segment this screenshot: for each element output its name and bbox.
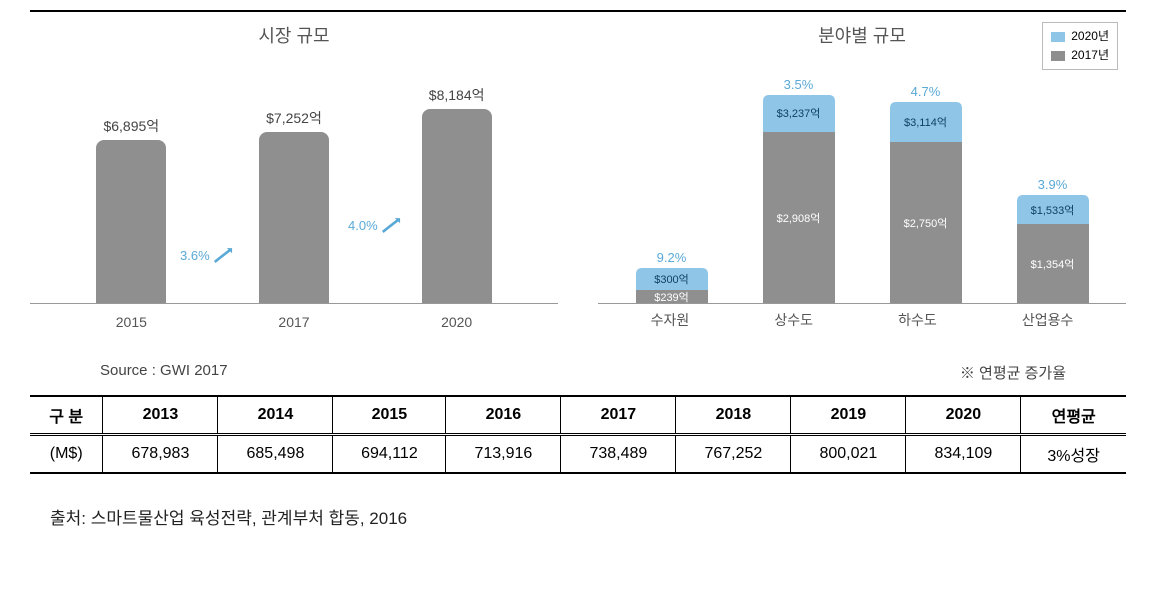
table-cell: 800,021 [791, 435, 906, 474]
bar-segment-2020: $300억 [636, 268, 708, 290]
growth-pct-1: 3.6% [180, 248, 210, 263]
table-cell: 738,489 [561, 435, 676, 474]
stacked-bar-column: 3.5% $3,237억$2,908억 [749, 77, 849, 304]
table-header-cell: 2014 [218, 396, 333, 435]
table-header-cell: 2017 [561, 396, 676, 435]
x-labels-right: 수자원 상수도 하수도 산업용수 [608, 310, 1116, 330]
bar-segment-2020: $3,237억 [763, 95, 835, 132]
table-row: (M$)678,983685,498694,112713,916738,4897… [30, 435, 1126, 474]
bar-rect [259, 132, 329, 304]
x-tick-label: 산업용수 [1022, 310, 1074, 330]
bar-column: $6,895억 [76, 116, 186, 304]
table-header-cell: 2018 [676, 396, 791, 435]
table-cell: 678,983 [103, 435, 218, 474]
table-cell: 685,498 [218, 435, 333, 474]
arrow-up-icon [381, 214, 407, 236]
bar-value-label: $7,252억 [266, 108, 322, 128]
bar-value-label: $6,895억 [103, 116, 159, 136]
sector-size-chart: 분야별 규모 2020년 2017년 9.2%$300억$239억3.5%$3,… [598, 16, 1126, 356]
x-labels-left: 2015 2017 2020 [50, 314, 538, 330]
x-axis-left [30, 303, 558, 304]
chart-title-left: 시장 규모 [30, 22, 558, 48]
growth-arrow-2: 4.0% [348, 214, 407, 236]
table-cell: 713,916 [446, 435, 561, 474]
table-cell: 767,252 [676, 435, 791, 474]
table-header-cell: 연평균 [1021, 396, 1126, 435]
table-header-cell: 2019 [791, 396, 906, 435]
bar-segment-2017: $1,354억 [1017, 224, 1089, 304]
stacked-bar-rect: $3,114억$2,750억 [890, 102, 962, 304]
stacked-bar-rect: $300억$239억 [636, 268, 708, 304]
source-right: ※ 연평균 증가율 [960, 362, 1066, 383]
table-header-cell: 2013 [103, 396, 218, 435]
table-cell: (M$) [30, 435, 103, 474]
top-rule [30, 10, 1126, 12]
source-row: Source : GWI 2017 ※ 연평균 증가율 [30, 356, 1126, 389]
stacked-bar-column: 4.7% $3,114억$2,750억 [876, 84, 976, 304]
x-axis-right [598, 303, 1126, 304]
table-cell: 694,112 [333, 435, 446, 474]
bar-value-label: $8,184억 [429, 85, 485, 105]
legend-label-2020: 2020년 [1071, 27, 1109, 46]
table-cell: 3%성장 [1021, 435, 1126, 474]
right-chart-body: 9.2% $300억$239억 3.5% $3,237억$2,908억 4.7% $3,1… [598, 56, 1126, 336]
x-tick-label: 하수도 [898, 310, 937, 330]
market-size-chart: 시장 규모 $6,895억 $7,252억 $8,184억 3.6% 4.0% 20… [30, 16, 558, 356]
x-tick-label: 2015 [116, 314, 147, 330]
growth-pct-label: 4.7% [911, 84, 941, 99]
bar-column: $8,184억 [402, 85, 512, 304]
table-cell: 834,109 [906, 435, 1021, 474]
stacked-bar-column: 9.2% $300억$239억 [622, 250, 722, 304]
bar-segment-2017: $239억 [636, 290, 708, 304]
citation: 출처: 스마트물산업 육성전략, 관계부처 합동, 2016 [30, 504, 1126, 529]
table-header-cell: 2016 [446, 396, 561, 435]
arrow-up-icon [213, 244, 239, 266]
source-left: Source : GWI 2017 [100, 362, 228, 383]
table-header-row: 구 분20132014201520162017201820192020연평균 [30, 396, 1126, 435]
table-header-cell: 2020 [906, 396, 1021, 435]
growth-pct-label: 9.2% [657, 250, 687, 265]
stacked-bar-rect: $1,533억$1,354억 [1017, 195, 1089, 304]
bar-segment-2020: $1,533억 [1017, 195, 1089, 224]
data-table: 구 분20132014201520162017201820192020연평균 (… [30, 395, 1126, 474]
table-header-cell: 구 분 [30, 396, 103, 435]
bar-rect [422, 109, 492, 304]
bar-rect [96, 140, 166, 304]
stacked-bar-column: 3.9% $1,533억$1,354억 [1003, 177, 1103, 304]
table-header-cell: 2015 [333, 396, 446, 435]
x-tick-label: 2020 [441, 314, 472, 330]
growth-pct-label: 3.5% [784, 77, 814, 92]
growth-arrow-1: 3.6% [180, 244, 239, 266]
left-chart-body: $6,895억 $7,252억 $8,184억 3.6% 4.0% 2015 2017… [30, 56, 558, 336]
growth-pct-label: 3.9% [1038, 177, 1068, 192]
bar-segment-2017: $2,908억 [763, 132, 835, 304]
bar-segment-2020: $3,114억 [890, 102, 962, 142]
charts-row: 시장 규모 $6,895억 $7,252억 $8,184억 3.6% 4.0% 20… [30, 16, 1126, 356]
growth-pct-2: 4.0% [348, 218, 378, 233]
x-tick-label: 상수도 [774, 310, 813, 330]
bar-column: $7,252억 [239, 108, 349, 304]
bar-segment-2017: $2,750억 [890, 142, 962, 305]
legend-item-2020: 2020년 [1051, 27, 1109, 46]
x-tick-label: 수자원 [651, 310, 690, 330]
legend-swatch-icon [1051, 32, 1065, 42]
stacked-bar-rect: $3,237억$2,908억 [763, 95, 835, 304]
x-tick-label: 2017 [278, 314, 309, 330]
